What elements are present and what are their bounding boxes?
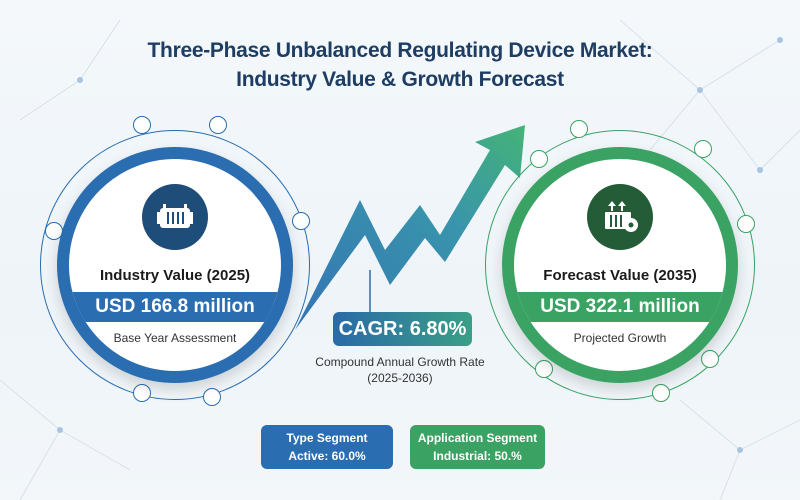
ring-node-icon	[694, 140, 712, 158]
type-segment-value: Active: 60.0%	[288, 449, 366, 463]
ring-node-icon	[737, 215, 755, 233]
factory-gear-icon	[587, 184, 653, 250]
title-line-2: Industry Value & Growth Forecast	[236, 68, 564, 91]
ring-node-icon	[530, 150, 548, 168]
application-segment-value: Industrial: 50.%	[433, 449, 522, 463]
ring-node-icon	[209, 116, 227, 134]
industry-value-card: Industry Value (2025) USD 166.8 million …	[57, 147, 293, 383]
application-segment-card: Application Segment Industrial: 50.%	[410, 425, 545, 469]
cagr-subtitle: Compound Annual Growth Rate	[315, 355, 485, 369]
ring-node-icon	[535, 360, 553, 378]
ring-node-icon	[701, 350, 719, 368]
cagr-period: (2025-2036)	[367, 371, 433, 385]
industry-value-amount: USD 166.8 million	[69, 292, 281, 322]
forecast-value-ring	[485, 130, 755, 400]
transformer-icon	[142, 184, 208, 250]
ring-node-icon	[292, 212, 310, 230]
growth-arrow	[295, 125, 525, 330]
forecast-value-card: Forecast Value (2035) USD 322.1 million …	[502, 147, 738, 383]
ring-node-icon	[133, 384, 151, 402]
industry-value-subtitle: Base Year Assessment	[113, 331, 237, 345]
industry-value-ring	[40, 130, 310, 400]
type-segment-title: Type Segment	[286, 431, 368, 445]
ring-node-icon	[570, 120, 588, 138]
forecast-value-amount: USD 322.1 million	[514, 292, 726, 322]
forecast-value-subtitle: Projected Growth	[573, 331, 667, 345]
page-title: Three-Phase Unbalanced Regulating Device…	[0, 36, 800, 94]
cagr-description: Compound Annual Growth Rate (2025-2036)	[300, 354, 500, 386]
application-segment-title: Application Segment	[417, 431, 538, 445]
forecast-value-label: Forecast Value (2035)	[543, 267, 697, 284]
title-line-1: Three-Phase Unbalanced Regulating Device…	[147, 39, 653, 62]
type-segment-card: Type Segment Active: 60.0%	[261, 425, 393, 469]
industry-value-label: Industry Value (2025)	[99, 267, 251, 284]
ring-node-icon	[652, 384, 670, 402]
ring-node-icon	[203, 388, 221, 406]
cagr-badge: CAGR: 6.80%	[333, 312, 472, 346]
ring-node-icon	[133, 116, 151, 134]
